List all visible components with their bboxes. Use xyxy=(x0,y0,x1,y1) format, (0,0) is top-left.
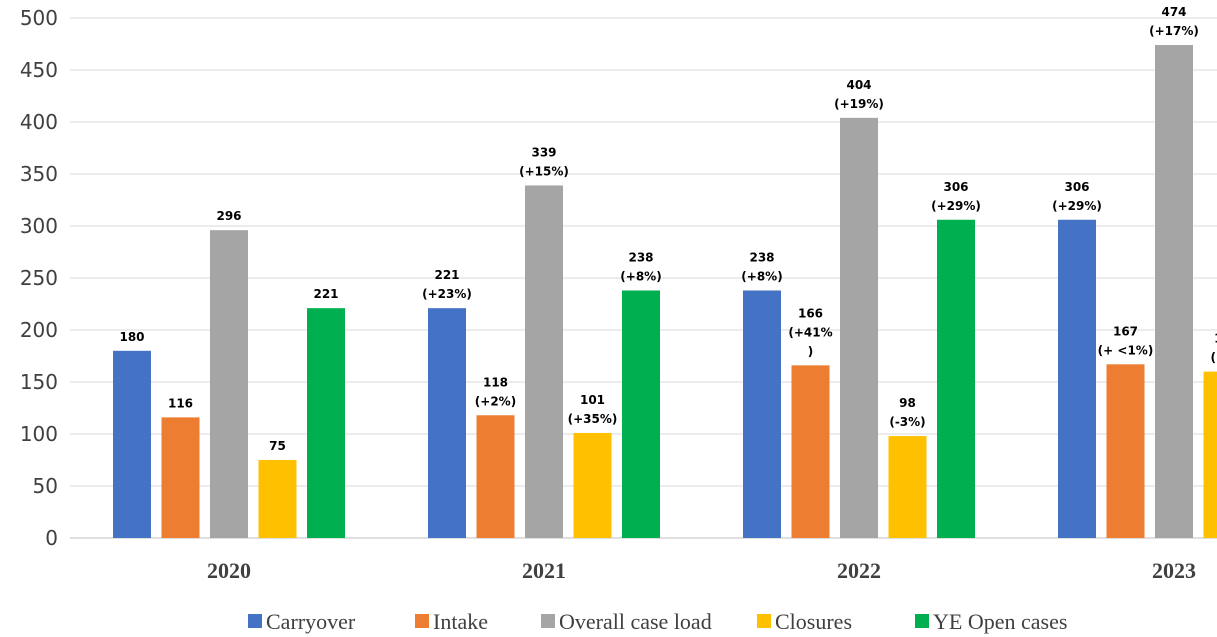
y-tick-label: 50 xyxy=(33,474,58,498)
y-tick-label: 200 xyxy=(20,318,58,342)
bar-ye-open-cases-2020 xyxy=(307,308,345,538)
data-label: (+29%) xyxy=(1052,199,1102,213)
bar-closures-2023 xyxy=(1203,371,1217,538)
data-label: (+15%) xyxy=(519,164,569,178)
bar-carryover-2023 xyxy=(1058,219,1096,538)
data-label: (+17%) xyxy=(1149,24,1199,38)
data-labels: 180 221 (+23%) 238 (+8%) 306 (+29%) 116 118 (+2%)… xyxy=(119,5,1217,453)
bar-carryover-2020 xyxy=(113,350,151,538)
y-tick-label: 350 xyxy=(20,162,58,186)
bar-closures-2022 xyxy=(888,436,927,538)
y-tick-label: 450 xyxy=(20,58,58,82)
data-label: 306 xyxy=(943,180,968,194)
y-tick-label: 250 xyxy=(20,266,58,290)
bar-intake-2021 xyxy=(476,415,515,538)
x-category-label: 2023 xyxy=(1152,558,1196,583)
bar-overall-case-load-2022 xyxy=(840,117,878,538)
y-tick-label: 0 xyxy=(45,526,58,550)
bar-ye-open-cases-2021 xyxy=(622,290,660,538)
data-label: 16 xyxy=(1214,332,1217,346)
x-axis: 2020 2021 2022 2023 xyxy=(207,558,1196,583)
data-label: (+29%) xyxy=(931,199,981,213)
legend-swatch xyxy=(248,614,262,628)
bar-closures-2020 xyxy=(258,460,297,538)
data-label: 167 xyxy=(1113,324,1138,338)
legend-swatch xyxy=(541,614,555,628)
y-axis: 0 50 100 150 200 250 300 350 400 450 500 xyxy=(20,6,58,550)
legend: Carryover Intake Overall case load Closures… xyxy=(248,609,1067,634)
data-label: (+6 xyxy=(1211,351,1217,365)
bar-intake-2023 xyxy=(1106,364,1145,538)
data-label: (+8%) xyxy=(741,269,782,283)
y-tick-label: 500 xyxy=(20,6,58,30)
data-label: 474 xyxy=(1161,5,1186,19)
bars xyxy=(113,45,1217,538)
bar-carryover-2021 xyxy=(428,308,466,538)
data-label: 221 xyxy=(434,268,459,282)
data-label: 339 xyxy=(531,145,556,159)
data-label: 306 xyxy=(1064,180,1089,194)
data-label: 75 xyxy=(269,439,286,453)
y-tick-label: 150 xyxy=(20,370,58,394)
bar-intake-2022 xyxy=(791,365,830,538)
data-label: 101 xyxy=(580,393,605,407)
bar-carryover-2022 xyxy=(743,290,781,538)
data-label: 98 xyxy=(899,396,916,410)
data-label: (+8%) xyxy=(620,269,661,283)
legend-swatch xyxy=(415,614,429,628)
data-label: 166 xyxy=(798,306,823,320)
data-label: (+ <1%) xyxy=(1098,343,1154,357)
data-label: (+2%) xyxy=(475,394,516,408)
bar-closures-2021 xyxy=(573,432,612,538)
x-category-label: 2020 xyxy=(207,558,251,583)
data-label: 116 xyxy=(168,396,193,410)
data-label: (-3%) xyxy=(889,415,925,429)
data-label: 404 xyxy=(846,78,871,92)
x-category-label: 2022 xyxy=(837,558,881,583)
data-label: 238 xyxy=(749,250,774,264)
y-tick-label: 400 xyxy=(20,110,58,134)
data-label: (+19%) xyxy=(834,97,884,111)
data-label: (+41% xyxy=(788,325,832,339)
data-label: 238 xyxy=(628,250,653,264)
bar-intake-2020 xyxy=(161,417,200,538)
data-label: ) xyxy=(808,344,813,358)
data-label: (+35%) xyxy=(568,412,618,426)
legend-item-label: YE Open cases xyxy=(933,609,1067,634)
legend-item-label: Carryover xyxy=(266,609,356,634)
x-category-label: 2021 xyxy=(522,558,566,583)
data-label: 180 xyxy=(119,330,144,344)
bar-overall-case-load-2020 xyxy=(210,230,248,538)
data-label: (+23%) xyxy=(422,287,472,301)
legend-swatch xyxy=(915,614,929,628)
legend-item-label: Overall case load xyxy=(559,609,712,634)
bar-overall-case-load-2021 xyxy=(525,185,563,538)
bar-ye-open-cases-2022 xyxy=(937,219,975,538)
data-label: 296 xyxy=(216,209,241,223)
legend-item-label: Intake xyxy=(433,609,488,634)
data-label: 221 xyxy=(313,287,338,301)
data-label: 118 xyxy=(483,375,508,389)
legend-item-label: Closures xyxy=(775,609,852,634)
y-tick-label: 100 xyxy=(20,422,58,446)
bar-overall-case-load-2023 xyxy=(1155,45,1193,538)
y-tick-label: 300 xyxy=(20,214,58,238)
legend-swatch xyxy=(757,614,771,628)
